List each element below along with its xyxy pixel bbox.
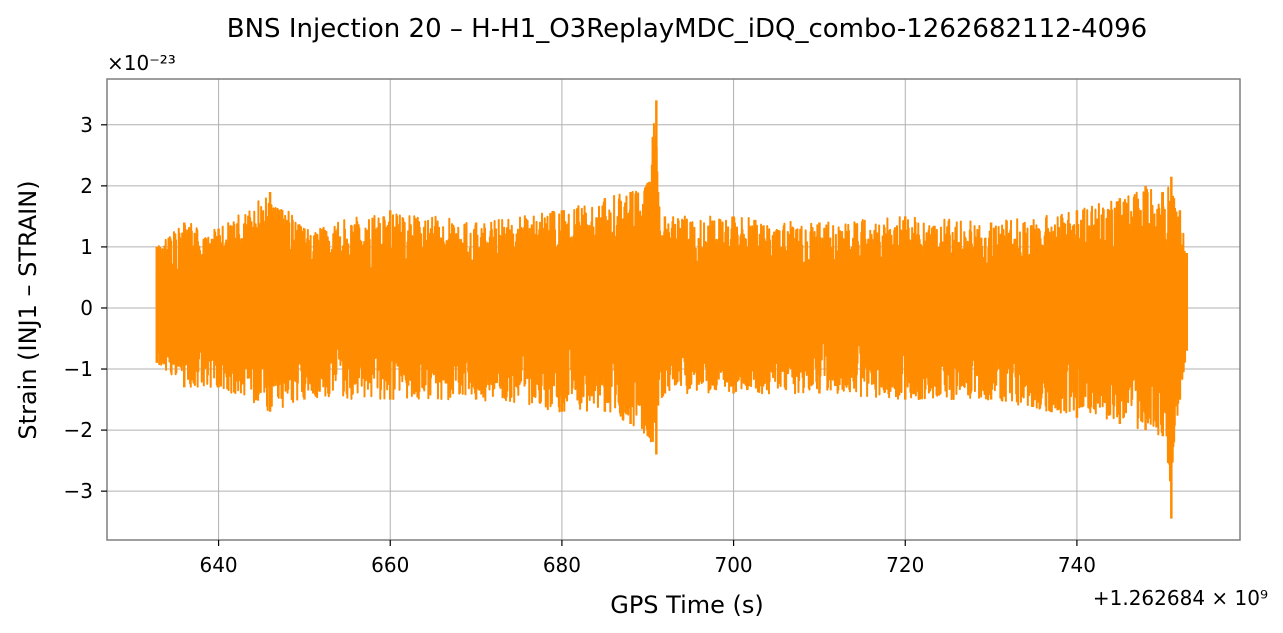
x-tick-label: 740 xyxy=(1058,553,1096,577)
x-tick-label: 660 xyxy=(371,553,409,577)
ticks: 640 660 680 700 720 740 3 2 1 0 −1 −2 −3 xyxy=(64,113,1096,577)
x-tick-label: 720 xyxy=(886,553,924,577)
y-tick-label: 2 xyxy=(80,174,93,198)
x-tick-label: 640 xyxy=(199,553,237,577)
x-offset-label: +1.262684 × 10⁹ xyxy=(1093,586,1268,610)
y-scale-label: ×10⁻²³ xyxy=(107,51,176,75)
x-tick-label: 680 xyxy=(543,553,581,577)
chart-title: BNS Injection 20 – H-H1_O3ReplayMDC_iDQ_… xyxy=(227,14,1147,44)
x-axis-label: GPS Time (s) xyxy=(610,591,764,619)
series-layer xyxy=(155,100,1189,519)
y-tick-label: −2 xyxy=(64,418,93,442)
y-axis-label: Strain (INJ1 – STRAIN) xyxy=(14,180,42,439)
plot-frame xyxy=(106,78,1241,541)
x-tick-label: 700 xyxy=(714,553,752,577)
y-tick-label: 0 xyxy=(80,296,93,320)
y-tick-label: −3 xyxy=(64,479,93,503)
strain-series-line xyxy=(155,123,1188,482)
y-tick-label: −1 xyxy=(64,357,93,381)
y-tick-label: 3 xyxy=(80,113,93,137)
y-tick-label: 1 xyxy=(80,235,93,259)
